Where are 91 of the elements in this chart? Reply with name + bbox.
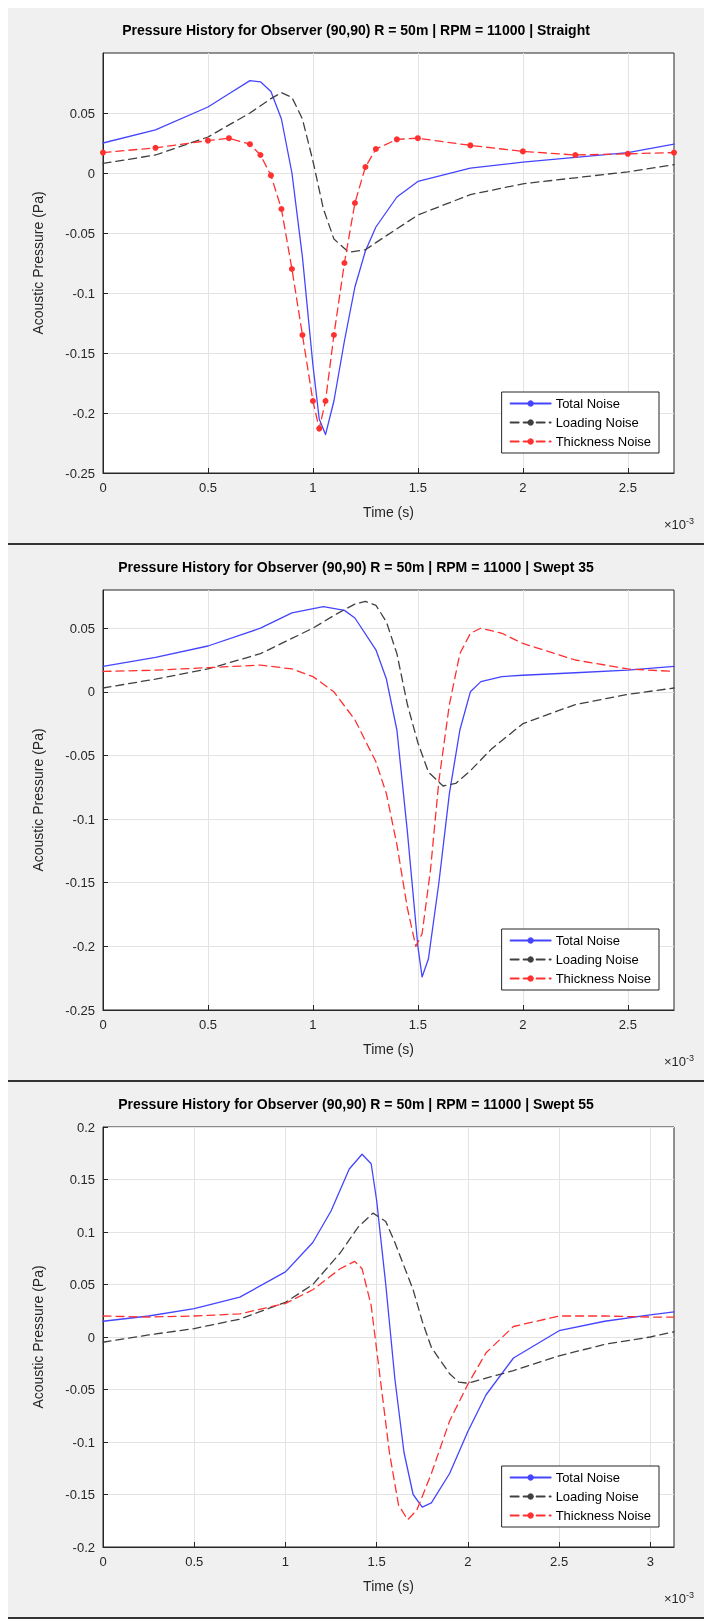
line-series: [102, 1260, 675, 1521]
y-tick-label: 0: [87, 684, 95, 700]
y-tick-label: -0.25: [65, 1002, 95, 1018]
point: [322, 398, 329, 404]
x-tick-label: 0: [99, 480, 107, 495]
point: [351, 200, 358, 206]
line-series: [102, 1153, 675, 1508]
point: [330, 332, 337, 338]
point: [204, 137, 211, 144]
x-tick-label: 0: [99, 1554, 107, 1569]
chart-title: Pressure History for Observer (90,90) R = 50m | RPM = 11000 | Straight: [122, 22, 591, 38]
point: [288, 266, 295, 272]
x-tick-label: 2.5: [550, 1554, 569, 1569]
point: [372, 146, 379, 152]
y-axis-title: Acoustic Pressure (Pa): [30, 1265, 46, 1409]
y-tick-label: 0: [87, 1329, 95, 1345]
point: [316, 425, 323, 432]
point: [572, 152, 579, 158]
y-tick-label: 0.05: [69, 620, 95, 636]
x-tick-label: 1.5: [408, 480, 427, 495]
point: [299, 332, 306, 338]
legend-label: Loading Noise: [555, 415, 639, 430]
x-tick-label: 0.5: [198, 1017, 217, 1032]
line-series: [102, 1212, 675, 1384]
legend-label: Loading Noise: [555, 1489, 639, 1504]
x-tick-label: 1.5: [408, 1017, 427, 1032]
point: [267, 172, 274, 179]
legend-label: Total Noise: [555, 396, 620, 411]
point: [257, 152, 264, 158]
x-tick-label: 1.5: [367, 1554, 386, 1569]
legend-label: Total Noise: [555, 1470, 620, 1485]
point: [467, 142, 474, 149]
x-tick-label: 2.5: [618, 1017, 637, 1032]
y-tick-label: -0.25: [65, 465, 95, 481]
y-tick-label: -0.15: [65, 1487, 95, 1502]
point: [624, 150, 631, 157]
x-tick-label: 2: [519, 1017, 527, 1032]
x-axis-title: Time (s): [363, 504, 414, 520]
x-axis-title: Time (s): [363, 1578, 414, 1594]
y-tick-label: 0.05: [69, 1277, 95, 1292]
legend-label: Thickness Noise: [555, 434, 652, 449]
x-tick-label: 2: [519, 480, 527, 495]
point: [393, 136, 400, 143]
y-axis-title: Acoustic Pressure (Pa): [30, 191, 46, 335]
y-tick-label: -0.15: [65, 875, 95, 891]
point: [362, 164, 369, 170]
x-tick-label: 1: [281, 1554, 290, 1569]
legend-label: Thickness Noise: [555, 971, 652, 986]
x-tick-label: 2: [464, 1554, 472, 1569]
legend-label: Loading Noise: [555, 952, 639, 967]
legend-label: Total Noise: [555, 933, 620, 948]
x-tick-label: 1: [309, 1017, 317, 1032]
y-axis-title: Acoustic Pressure (Pa): [30, 728, 46, 872]
point: [246, 141, 253, 148]
x-tick-label: 1: [309, 480, 317, 495]
y-tick-label: 0.1: [76, 1224, 95, 1240]
y-tick-label: -0.05: [65, 225, 95, 241]
y-tick-label: -0.15: [65, 345, 95, 361]
x-tick-label: 0: [99, 1017, 107, 1032]
line-series: [102, 91, 675, 253]
y-tick-label: -0.2: [72, 405, 95, 421]
point: [152, 144, 159, 151]
point: [309, 398, 316, 404]
y-tick-label: 0.2: [76, 1119, 95, 1135]
chart-title: Pressure History for Observer (90,90) R = 50m | RPM = 11000 | Swept 35: [118, 559, 594, 575]
y-tick-label: 0.15: [69, 1172, 95, 1187]
point: [278, 206, 285, 212]
y-tick-label: -0.05: [65, 747, 95, 763]
y-tick-label: -0.1: [72, 285, 95, 301]
point: [671, 149, 677, 156]
point: [519, 148, 526, 155]
y-tick-label: -0.2: [72, 938, 95, 954]
point: [414, 135, 421, 142]
legend-label: Thickness Noise: [555, 1508, 652, 1523]
x-tick-label: 0.5: [185, 1554, 204, 1569]
line-series: [102, 79, 675, 436]
point: [225, 135, 232, 142]
y-tick-label: -0.05: [65, 1382, 95, 1397]
x-axis-title: Time (s): [363, 1041, 414, 1057]
y-tick-label: -0.2: [72, 1539, 95, 1555]
y-tick-label: -0.1: [72, 811, 95, 827]
x-tick-label: 2.5: [618, 480, 637, 495]
point: [341, 260, 348, 266]
chart-title: Pressure History for Observer (90,90) R = 50m | RPM = 11000 | Swept 55: [118, 1096, 594, 1112]
y-tick-label: -0.1: [72, 1434, 95, 1450]
point: [100, 149, 106, 156]
x-tick-label: 0.5: [198, 480, 217, 495]
y-tick-label: 0.05: [69, 105, 95, 121]
x-tick-label: 3: [646, 1554, 654, 1569]
y-tick-label: 0: [87, 165, 95, 181]
line-series: [102, 600, 675, 787]
